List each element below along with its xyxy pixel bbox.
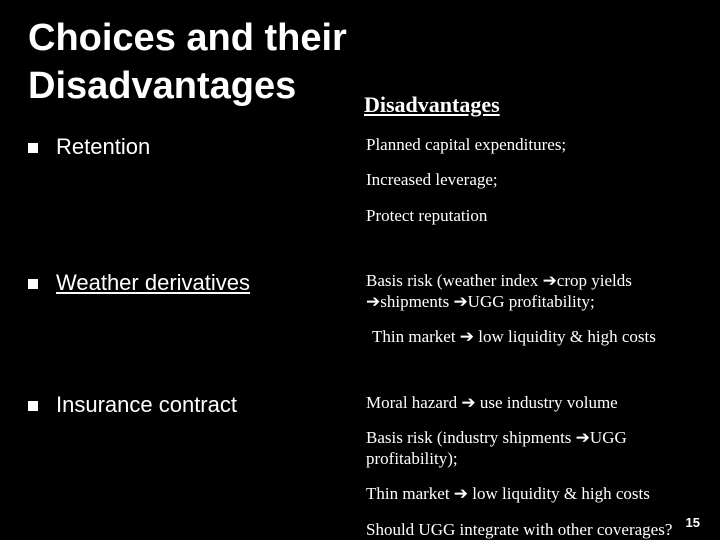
choice-row-insurance-contract: Insurance contract Moral hazard ➔ use in… bbox=[28, 392, 720, 540]
disadvantage-item: Should UGG integrate with other coverage… bbox=[366, 519, 714, 540]
square-bullet-icon bbox=[28, 143, 38, 153]
disadvantage-item: Basis risk (weather index ➔crop yields ➔… bbox=[366, 270, 714, 313]
content-area: Retention Planned capital expenditures; … bbox=[28, 134, 720, 540]
choice-label: Weather derivatives bbox=[56, 270, 366, 296]
column-header-disadvantages: Disadvantages bbox=[364, 92, 500, 118]
choice-row-weather-derivatives: Weather derivatives Basis risk (weather … bbox=[28, 270, 720, 362]
slide-title-line1: Choices and their bbox=[28, 18, 692, 60]
disadvantages-list: Moral hazard ➔ use industry volume Basis… bbox=[366, 392, 720, 540]
choice-row-retention: Retention Planned capital expenditures; … bbox=[28, 134, 720, 240]
square-bullet-icon bbox=[28, 279, 38, 289]
square-bullet-icon bbox=[28, 401, 38, 411]
page-number: 15 bbox=[686, 515, 700, 530]
choice-label: Retention bbox=[56, 134, 366, 160]
disadvantages-list: Basis risk (weather index ➔crop yields ➔… bbox=[366, 270, 720, 362]
disadvantage-item: Moral hazard ➔ use industry volume bbox=[366, 392, 714, 413]
choice-label: Insurance contract bbox=[56, 392, 366, 418]
slide-title-line2: Disadvantages bbox=[28, 66, 692, 108]
disadvantage-item: Protect reputation bbox=[366, 205, 714, 226]
disadvantage-item: Thin market ➔ low liquidity & high costs bbox=[366, 326, 714, 347]
disadvantage-item: Planned capital expenditures; bbox=[366, 134, 714, 155]
disadvantage-item: Increased leverage; bbox=[366, 169, 714, 190]
disadvantages-list: Planned capital expenditures; Increased … bbox=[366, 134, 720, 240]
disadvantage-item: Thin market ➔ low liquidity & high costs bbox=[366, 483, 714, 504]
disadvantage-item: Basis risk (industry shipments ➔UGG prof… bbox=[366, 427, 714, 470]
